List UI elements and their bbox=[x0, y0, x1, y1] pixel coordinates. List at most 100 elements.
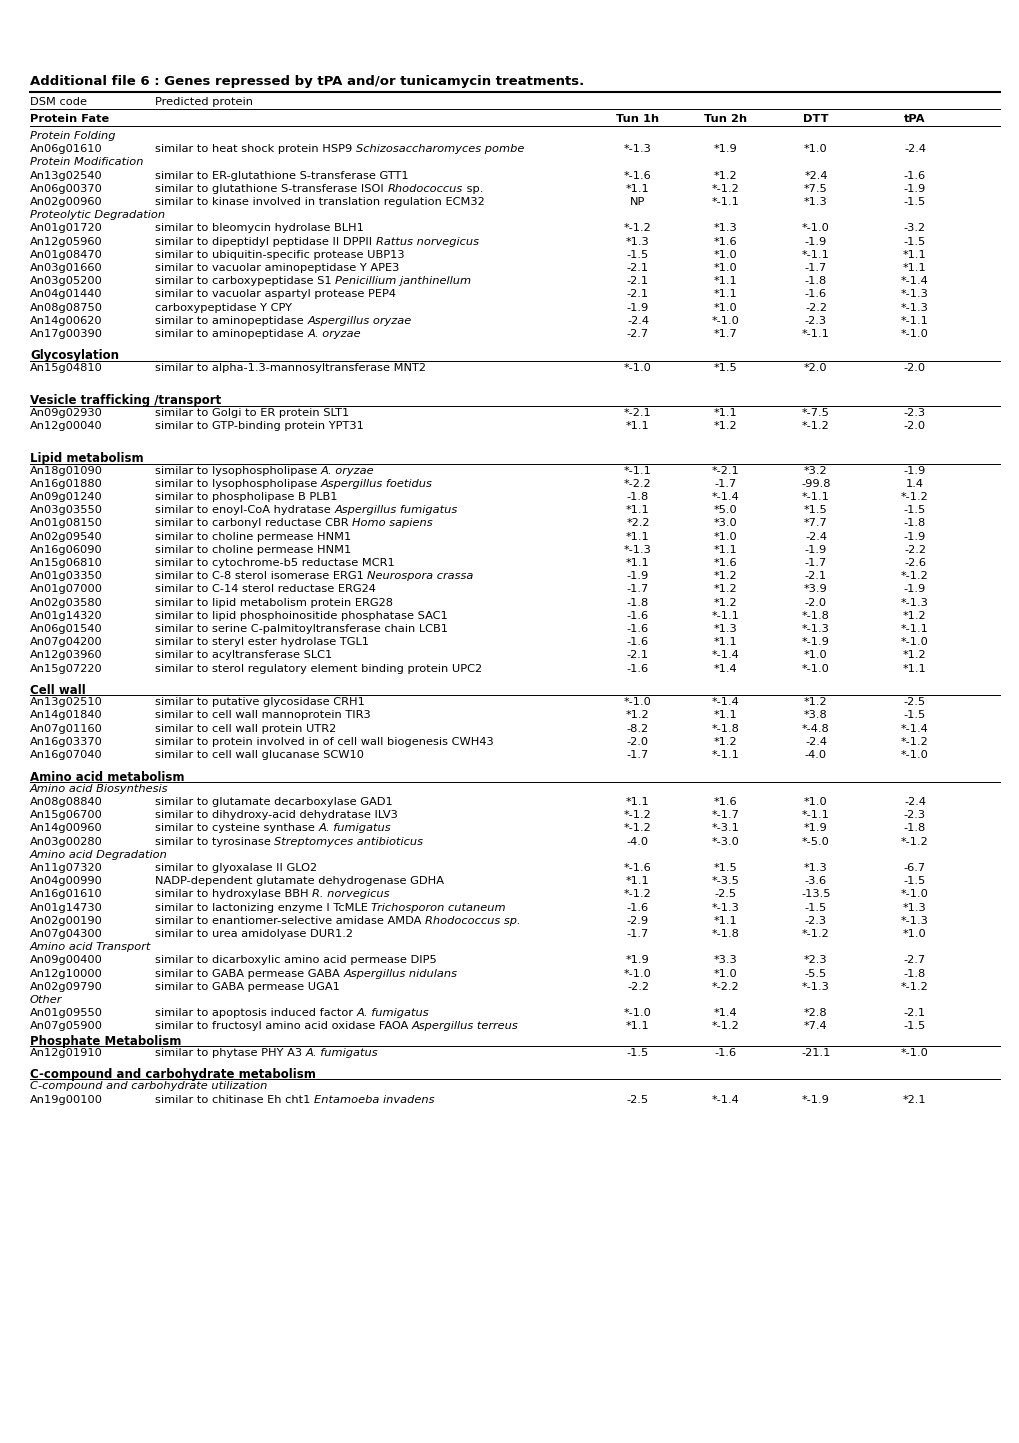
Text: *1.1: *1.1 bbox=[626, 797, 649, 807]
Text: *1.2: *1.2 bbox=[713, 597, 737, 608]
Text: carboxypeptidase Y CPY: carboxypeptidase Y CPY bbox=[155, 303, 291, 313]
Text: similar to cell wall mannoprotein TIR3: similar to cell wall mannoprotein TIR3 bbox=[155, 710, 370, 720]
Text: An01g14730: An01g14730 bbox=[30, 902, 103, 912]
Text: Rattus norvegicus: Rattus norvegicus bbox=[375, 237, 478, 247]
Text: -2.5: -2.5 bbox=[714, 889, 737, 899]
Text: Amino acid Degradation: Amino acid Degradation bbox=[30, 850, 168, 860]
Text: -1.5: -1.5 bbox=[903, 1022, 925, 1032]
Text: -2.0: -2.0 bbox=[903, 421, 925, 431]
Text: similar to GTP-binding protein YPT31: similar to GTP-binding protein YPT31 bbox=[155, 421, 364, 431]
Text: An15g06810: An15g06810 bbox=[30, 558, 103, 569]
Text: *-1.2: *-1.2 bbox=[711, 183, 739, 193]
Text: -2.2: -2.2 bbox=[804, 303, 826, 313]
Text: -2.5: -2.5 bbox=[903, 697, 925, 707]
Text: *1.9: *1.9 bbox=[713, 144, 737, 154]
Text: *1.2: *1.2 bbox=[713, 737, 737, 747]
Text: similar to enantiomer-selective amidase AMDA: similar to enantiomer-selective amidase … bbox=[155, 916, 425, 926]
Text: -2.0: -2.0 bbox=[627, 737, 648, 747]
Text: similar to GABA permease UGA1: similar to GABA permease UGA1 bbox=[155, 981, 339, 991]
Text: similar to steryl ester hydrolase TGL1: similar to steryl ester hydrolase TGL1 bbox=[155, 638, 369, 648]
Text: An01g01720: An01g01720 bbox=[30, 224, 103, 234]
Text: Schizosaccharomyces pombe: Schizosaccharomyces pombe bbox=[356, 144, 524, 154]
Text: *3.0: *3.0 bbox=[713, 518, 737, 528]
Text: An13g02510: An13g02510 bbox=[30, 697, 103, 707]
Text: -2.7: -2.7 bbox=[627, 329, 648, 339]
Text: similar to phospholipase B PLB1: similar to phospholipase B PLB1 bbox=[155, 492, 337, 502]
Text: An08g08840: An08g08840 bbox=[30, 797, 103, 807]
Text: *-1.3: *-1.3 bbox=[711, 902, 739, 912]
Text: *1.1: *1.1 bbox=[713, 638, 737, 648]
Text: *1.2: *1.2 bbox=[713, 584, 737, 595]
Text: *1.0: *1.0 bbox=[713, 968, 737, 978]
Text: similar to lipid phosphoinositide phosphatase SAC1: similar to lipid phosphoinositide phosph… bbox=[155, 610, 447, 620]
Text: -2.4: -2.4 bbox=[627, 316, 648, 326]
Text: -5.5: -5.5 bbox=[804, 968, 826, 978]
Text: An02g09540: An02g09540 bbox=[30, 531, 103, 541]
Text: *-1.2: *-1.2 bbox=[624, 824, 651, 834]
Text: -1.6: -1.6 bbox=[627, 902, 648, 912]
Text: *-1.1: *-1.1 bbox=[801, 329, 829, 339]
Text: DTT: DTT bbox=[803, 114, 828, 124]
Text: A. fumigatus: A. fumigatus bbox=[306, 1048, 378, 1058]
Text: -1.9: -1.9 bbox=[903, 466, 925, 476]
Text: -2.2: -2.2 bbox=[903, 545, 925, 554]
Text: C-compound and carbohydrate metabolism: C-compound and carbohydrate metabolism bbox=[30, 1068, 316, 1081]
Text: R. norvegicus: R. norvegicus bbox=[312, 889, 389, 899]
Text: *-1.2: *-1.2 bbox=[624, 224, 651, 234]
Text: *-1.0: *-1.0 bbox=[624, 968, 651, 978]
Text: An01g03350: An01g03350 bbox=[30, 571, 103, 582]
Text: *2.3: *2.3 bbox=[803, 955, 827, 965]
Text: -2.1: -2.1 bbox=[627, 276, 648, 286]
Text: *2.8: *2.8 bbox=[803, 1009, 827, 1019]
Text: *-1.1: *-1.1 bbox=[711, 610, 739, 620]
Text: *-1.3: *-1.3 bbox=[900, 597, 928, 608]
Text: *1.1: *1.1 bbox=[713, 916, 737, 926]
Text: -2.4: -2.4 bbox=[804, 531, 826, 541]
Text: An01g14320: An01g14320 bbox=[30, 610, 103, 620]
Text: Trichosporon cutaneum: Trichosporon cutaneum bbox=[371, 902, 505, 912]
Text: *1.0: *1.0 bbox=[713, 531, 737, 541]
Text: *-1.4: *-1.4 bbox=[711, 651, 739, 661]
Text: *-1.0: *-1.0 bbox=[801, 224, 829, 234]
Text: An02g00190: An02g00190 bbox=[30, 916, 103, 926]
Text: *-1.2: *-1.2 bbox=[711, 1022, 739, 1032]
Text: *-4.8: *-4.8 bbox=[801, 724, 829, 733]
Text: An14g00960: An14g00960 bbox=[30, 824, 103, 834]
Text: similar to alpha-1.3-mannosyltransferase MNT2: similar to alpha-1.3-mannosyltransferase… bbox=[155, 362, 426, 372]
Text: An15g04810: An15g04810 bbox=[30, 362, 103, 372]
Text: *-5.0: *-5.0 bbox=[801, 837, 829, 847]
Text: *2.1: *2.1 bbox=[902, 1095, 926, 1104]
Text: An07g04200: An07g04200 bbox=[30, 638, 103, 648]
Text: *1.1: *1.1 bbox=[713, 710, 737, 720]
Text: -1.6: -1.6 bbox=[804, 290, 826, 299]
Text: An13g02540: An13g02540 bbox=[30, 170, 103, 180]
Text: Homo sapiens: Homo sapiens bbox=[352, 518, 432, 528]
Text: -1.6: -1.6 bbox=[627, 623, 648, 633]
Text: An15g06700: An15g06700 bbox=[30, 810, 103, 820]
Text: -1.9: -1.9 bbox=[903, 584, 925, 595]
Text: Streptomyces antibioticus: Streptomyces antibioticus bbox=[274, 837, 423, 847]
Text: -1.7: -1.7 bbox=[627, 584, 648, 595]
Text: *-3.5: *-3.5 bbox=[711, 876, 739, 886]
Text: *-1.3: *-1.3 bbox=[900, 303, 928, 313]
Text: NP: NP bbox=[630, 198, 645, 206]
Text: *1.6: *1.6 bbox=[713, 558, 737, 569]
Text: *-1.0: *-1.0 bbox=[900, 329, 928, 339]
Text: -4.0: -4.0 bbox=[804, 750, 826, 760]
Text: similar to choline permease HNM1: similar to choline permease HNM1 bbox=[155, 545, 351, 554]
Text: An16g06090: An16g06090 bbox=[30, 545, 103, 554]
Text: An03g00280: An03g00280 bbox=[30, 837, 103, 847]
Text: similar to lysophospholipase: similar to lysophospholipase bbox=[155, 479, 321, 489]
Text: Penicillium janthinellum: Penicillium janthinellum bbox=[335, 276, 471, 286]
Text: -1.8: -1.8 bbox=[627, 492, 648, 502]
Text: tPA: tPA bbox=[904, 114, 925, 124]
Text: *1.0: *1.0 bbox=[803, 651, 827, 661]
Text: similar to vacuolar aspartyl protease PEP4: similar to vacuolar aspartyl protease PE… bbox=[155, 290, 395, 299]
Text: *3.8: *3.8 bbox=[803, 710, 827, 720]
Text: Tun 2h: Tun 2h bbox=[704, 114, 747, 124]
Text: An12g03960: An12g03960 bbox=[30, 651, 103, 661]
Text: Aspergillus terreus: Aspergillus terreus bbox=[412, 1022, 518, 1032]
Text: similar to ubiquitin-specific protease UBP13: similar to ubiquitin-specific protease U… bbox=[155, 250, 405, 260]
Text: Predicted protein: Predicted protein bbox=[155, 97, 253, 107]
Text: -1.7: -1.7 bbox=[804, 263, 826, 273]
